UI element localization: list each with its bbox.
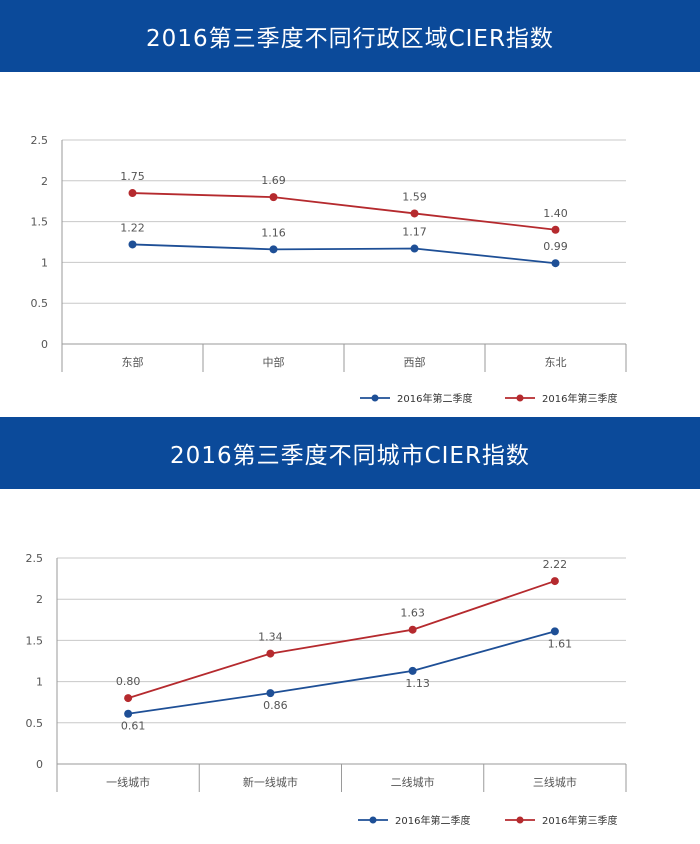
x-tick-label: 中部 <box>263 355 285 369</box>
data-label: 2.22 <box>543 558 568 571</box>
banner-title-region: 2016第三季度不同行政区域CIER指数 <box>146 26 554 52</box>
y-tick-label: 1 <box>41 256 48 269</box>
legend-item: 2016年第二季度 <box>360 392 472 405</box>
banner-title-city: 2016第三季度不同城市CIER指数 <box>170 443 530 469</box>
x-tick-label: 西部 <box>404 355 426 369</box>
data-point <box>551 259 560 268</box>
legend-item: 2016年第三季度 <box>505 392 617 405</box>
data-label: 1.59 <box>402 190 427 203</box>
legend-item: 2016年第三季度 <box>505 814 617 827</box>
y-tick-label: 1.5 <box>31 216 49 229</box>
data-point <box>266 649 275 658</box>
chart-panel-city: 2016第三季度不同城市CIER指数 0 0.5 1 1.5 2 2.5 一线城市 新一线城市… <box>0 417 700 844</box>
data-point <box>551 225 560 234</box>
series-q2: 0.61 0.86 1.13 1.61 <box>121 627 573 733</box>
data-label: 1.61 <box>548 637 573 650</box>
y-tick-label: 1.5 <box>26 634 44 647</box>
data-point <box>550 627 559 636</box>
data-point <box>128 240 137 249</box>
legend-swatch-dot <box>516 394 524 402</box>
data-label: 1.13 <box>405 677 430 690</box>
data-label: 1.40 <box>543 207 568 220</box>
x-tick-label: 东部 <box>122 355 144 369</box>
data-label: 1.69 <box>261 174 286 187</box>
legend-swatch-dot <box>369 816 377 824</box>
data-label: 1.22 <box>120 221 145 234</box>
data-point <box>550 577 559 586</box>
legend: 2016年第二季度 2016年第三季度 <box>358 814 617 827</box>
data-point <box>124 694 133 703</box>
data-point <box>128 189 137 198</box>
data-label: 1.63 <box>400 607 425 620</box>
x-tick-label: 三线城市 <box>533 775 577 789</box>
x-tick-label: 东北 <box>545 356 567 369</box>
data-point <box>410 244 419 253</box>
data-label: 1.16 <box>261 226 286 239</box>
y-tick-label: 0.5 <box>26 717 44 730</box>
legend-label: 2016年第三季度 <box>542 814 617 827</box>
series-q3: 0.80 1.34 1.63 2.22 <box>116 558 568 703</box>
y-tick-label: 2.5 <box>26 552 44 565</box>
legend-label: 2016年第三季度 <box>542 392 617 405</box>
data-point <box>269 193 278 202</box>
series-q3: 1.75 1.69 1.59 1.40 <box>120 170 568 234</box>
data-point <box>269 245 278 254</box>
legend-label: 2016年第二季度 <box>395 814 470 827</box>
line-chart-city: 0 0.5 1 1.5 2 2.5 一线城市 新一线城市 二线城市 三线城市 0.61 0.86 1.1… <box>26 552 627 827</box>
data-label: 1.17 <box>402 226 427 239</box>
data-label: 0.80 <box>116 675 141 688</box>
chart-panel-region: 2016第三季度不同行政区域CIER指数 0 0.5 1 1.5 2 2.5 东部 中部 西部 东… <box>0 0 700 417</box>
legend-label: 2016年第二季度 <box>397 392 472 405</box>
banner-city: 2016第三季度不同城市CIER指数 <box>0 417 700 489</box>
line-chart-region: 0 0.5 1 1.5 2 2.5 东部 中部 西部 东北 1.22 1.16 1.17 0.99 1.75… <box>31 134 627 405</box>
y-tick-label: 1 <box>36 676 43 689</box>
y-tick-label: 2 <box>41 175 48 188</box>
data-point <box>124 709 133 718</box>
legend-item: 2016年第二季度 <box>358 814 470 827</box>
data-label: 0.99 <box>543 240 568 253</box>
y-tick-label: 2.5 <box>31 134 49 147</box>
series-line <box>132 192 556 231</box>
legend-swatch-dot <box>516 816 524 824</box>
series-line <box>127 580 556 699</box>
grid-lines <box>62 139 626 345</box>
x-tick-label: 二线城市 <box>391 775 435 789</box>
x-tick-label: 新一线城市 <box>243 775 298 789</box>
banner-region: 2016第三季度不同行政区域CIER指数 <box>0 0 700 72</box>
data-point <box>408 666 417 675</box>
grid-lines <box>57 557 626 765</box>
y-tick-label: 0 <box>41 338 48 351</box>
y-tick-label: 0 <box>36 758 43 771</box>
y-tick-label: 2 <box>36 593 43 606</box>
data-point <box>266 689 275 698</box>
legend-swatch-dot <box>371 394 379 402</box>
data-point <box>410 209 419 218</box>
series-line <box>132 243 556 265</box>
data-label: 1.34 <box>258 631 283 644</box>
legend: 2016年第二季度 2016年第三季度 <box>360 392 617 405</box>
data-label: 0.61 <box>121 720 146 733</box>
series-line <box>127 630 556 715</box>
y-tick-label: 0.5 <box>31 297 49 310</box>
data-label: 0.86 <box>263 699 288 712</box>
series-q2: 1.22 1.16 1.17 0.99 <box>120 221 568 268</box>
data-point <box>408 625 417 634</box>
data-label: 1.75 <box>120 170 145 183</box>
x-tick-label: 一线城市 <box>106 775 150 789</box>
